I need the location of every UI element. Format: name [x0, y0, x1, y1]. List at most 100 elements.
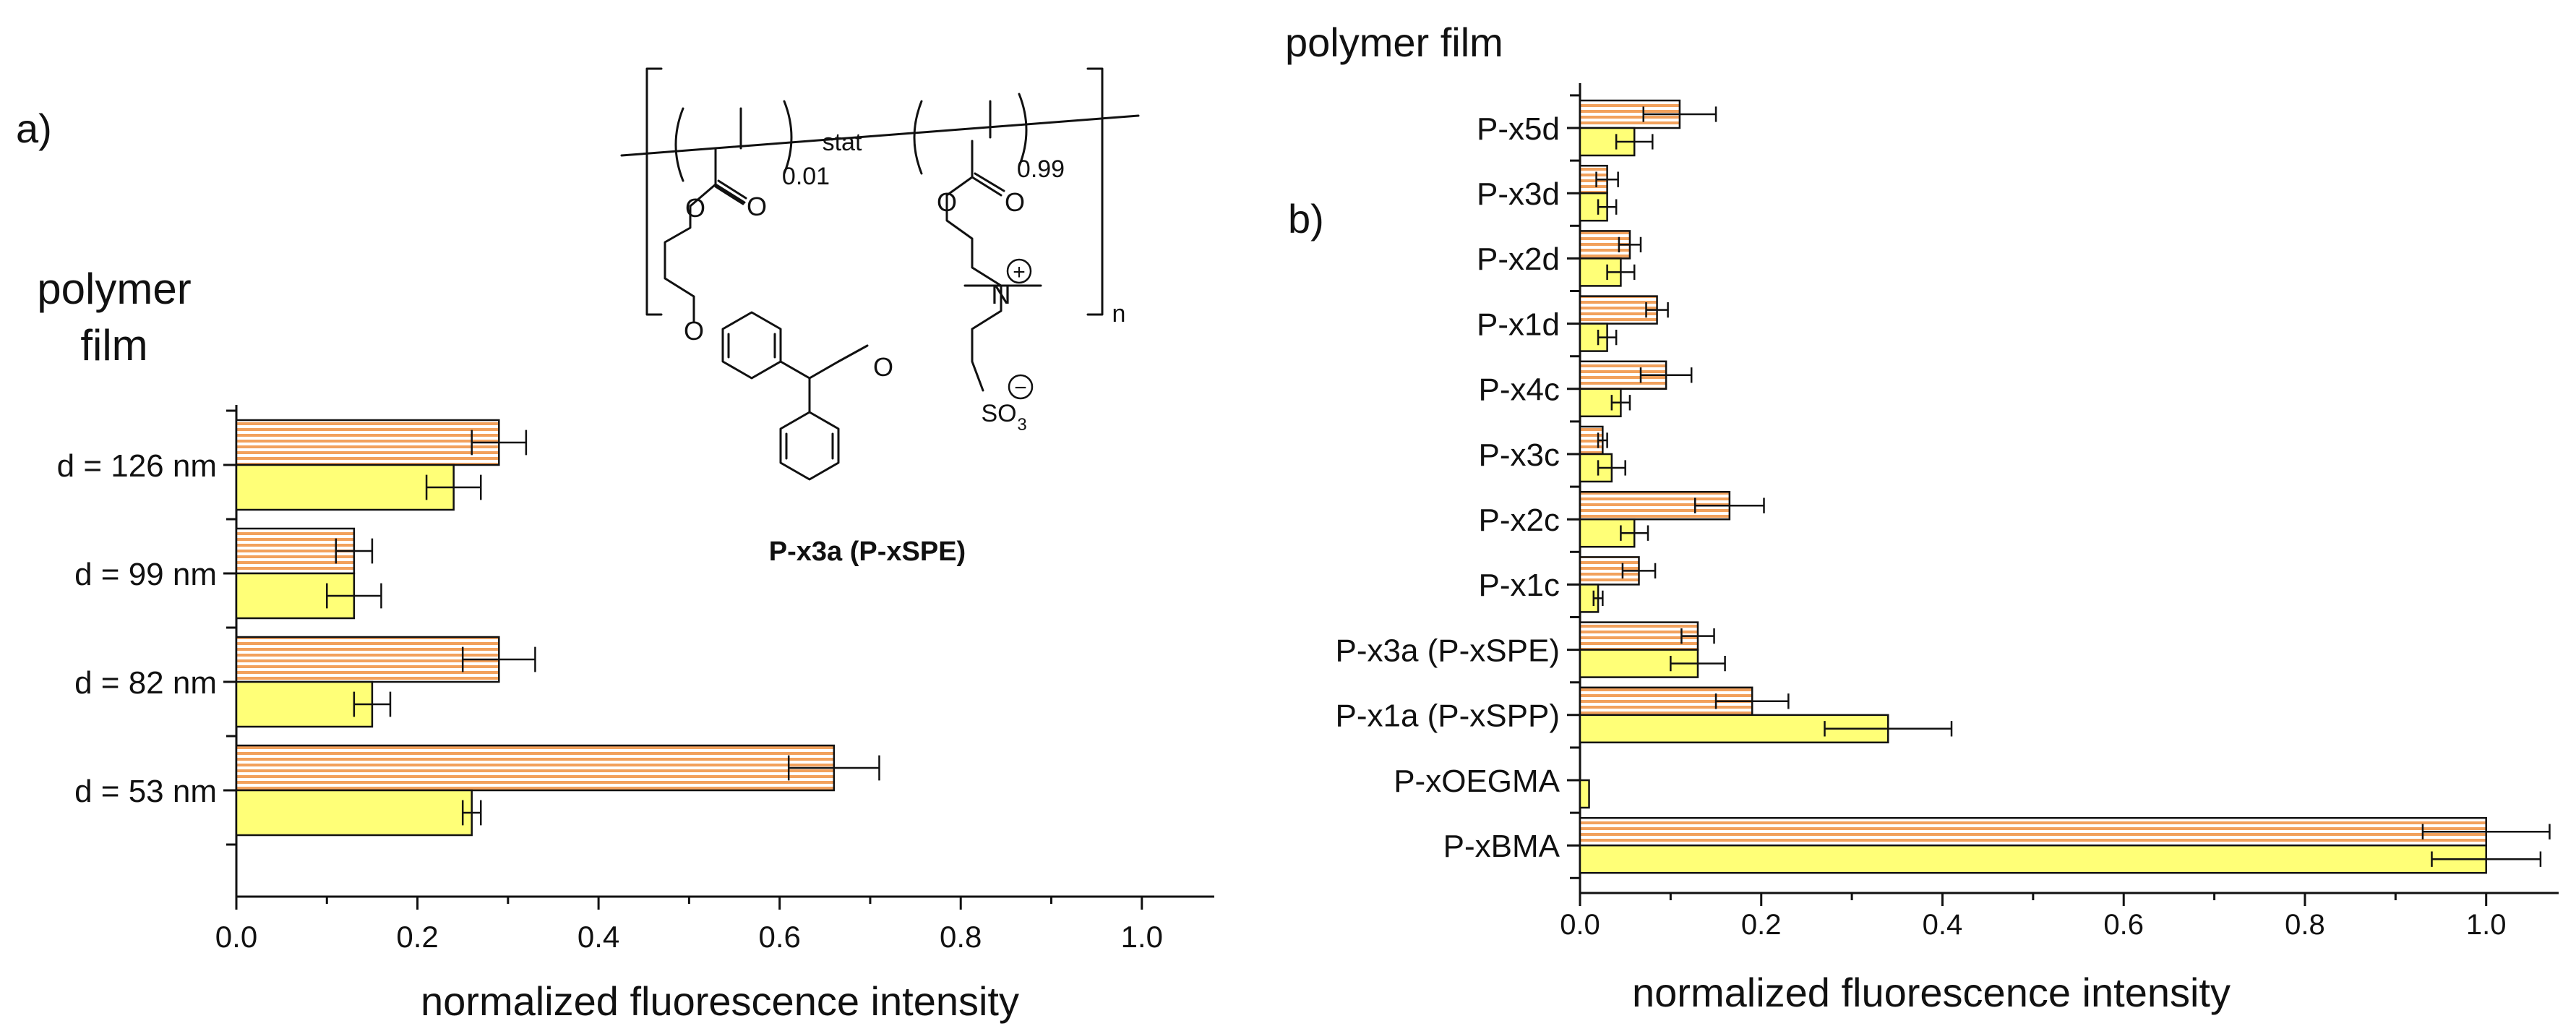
error-bar [1693, 497, 1765, 513]
right-square-bracket [1086, 67, 1104, 316]
category-label: P-x4c [1479, 372, 1560, 408]
error-bar [2431, 851, 2542, 867]
bar-yellow [235, 789, 473, 837]
x-tick-label: 0.0 [215, 920, 257, 954]
panel-b: b) polymer film 0.0 0.2 0.4 0.6 0.8 1.0 P-x5d P… [1285, 20, 2559, 1015]
error-bar [1606, 264, 1636, 281]
category-label: d = 99 nm [74, 557, 217, 592]
text-x1: 0.01 [782, 163, 830, 190]
text-o-left-carbonyl: O [747, 192, 767, 221]
x-tick-label: 0.6 [2103, 909, 2144, 941]
text-o-ketone: O [873, 352, 893, 382]
panel-b-label: b) [1288, 196, 1324, 242]
paren-2-close [1018, 93, 1028, 168]
category-label: P-xOEGMA [1394, 764, 1560, 799]
error-bar [1680, 628, 1715, 644]
backbone [620, 114, 1140, 157]
text-o-right-carbonyl: O [1005, 187, 1025, 217]
x-tick-label: 0.0 [1560, 909, 1600, 941]
text-so3-sub: 3 [1017, 415, 1026, 435]
panel-a-x-axis-title: normalized fluorescence intensity [421, 978, 1019, 1024]
error-bar [1621, 563, 1657, 579]
phenyl-ring-2 [779, 411, 840, 481]
category-label: P-x1d [1477, 307, 1560, 342]
error-bar [787, 755, 880, 781]
error-bar [1618, 236, 1642, 253]
panel-a-axis-title-line1: polymer [37, 265, 191, 313]
text-o-right-ester: O [937, 187, 957, 217]
left-carbonyl [714, 179, 747, 205]
text-minus: − [1014, 376, 1027, 400]
bar-yellow [1579, 779, 1590, 809]
error-bar [335, 538, 374, 564]
error-bar [1597, 432, 1608, 448]
error-bar [1645, 302, 1669, 318]
right-side-chain [945, 140, 1003, 392]
error-bar [1824, 721, 1953, 737]
x-tick-label: 0.8 [2285, 909, 2325, 941]
paren-1-open [674, 107, 684, 182]
category-label: P-x5d [1477, 111, 1560, 147]
bar-striped [1579, 295, 1658, 325]
panel-a: a) polymer film 0.0 0.2 0.4 0.6 0.8 1.0 d = 12… [16, 106, 1214, 1024]
x-tick-label: 0.8 [940, 920, 982, 954]
bar-yellow [1579, 844, 2487, 874]
error-bar [461, 646, 536, 672]
category-label: P-x3d [1477, 176, 1560, 212]
error-bar [1615, 134, 1654, 150]
bar-striped [235, 636, 500, 683]
bar-striped [235, 744, 836, 792]
error-bar [1670, 655, 1726, 672]
error-bar [326, 583, 382, 609]
text-plus: + [1013, 260, 1026, 284]
right-carbonyl [974, 172, 1005, 192]
error-bar [1597, 329, 1618, 346]
panel-b-axis-title: polymer film [1285, 20, 1503, 65]
paren-2-open [913, 100, 923, 175]
bar-yellow [235, 680, 374, 728]
bar-striped [235, 419, 500, 466]
x-tick-label: 0.4 [578, 920, 619, 954]
error-bar [1714, 693, 1790, 709]
left-square-bracket [645, 67, 663, 316]
category-label: P-x3a (P-xSPE) [1335, 633, 1560, 668]
text-x2: 0.99 [1017, 155, 1065, 183]
bar-yellow [235, 463, 455, 511]
bar-striped [1579, 816, 2487, 847]
text-n: n [1112, 300, 1126, 328]
error-bar [461, 800, 482, 826]
paren-1-close [783, 100, 793, 175]
category-label: P-x1c [1479, 568, 1560, 603]
text-nitrogen: N [991, 280, 1010, 310]
ketone-link [779, 360, 840, 414]
error-bar [2421, 824, 2551, 839]
panel-b-x-axis-title: normalized fluorescence intensity [1632, 970, 2231, 1015]
x-tick-label: 0.2 [396, 920, 438, 954]
cation-charge-circle [1006, 258, 1032, 284]
text-so3: SO [981, 400, 1016, 427]
bar-striped [1579, 621, 1699, 651]
plot-b: 0.0 0.2 0.4 0.6 0.8 1.0 P-x5d P-x3d P-x2d P-x1d P-… [1335, 83, 2559, 941]
anion-charge-circle [1008, 374, 1034, 400]
error-bar [1595, 171, 1619, 187]
text-o-ether: O [684, 316, 704, 346]
error-bar [425, 474, 482, 500]
x-tick-label: 0.2 [1741, 909, 1782, 941]
x-tick-label: 1.0 [1121, 920, 1163, 954]
error-bar [471, 430, 528, 456]
molecule-name: P-x3a (P-xSPE) [769, 537, 966, 567]
plot-a: 0.0 0.2 0.4 0.6 0.8 1.0 d = 126 nm d = 99 nm d =… [57, 405, 1214, 954]
error-bar [1639, 367, 1693, 383]
error-bar [353, 691, 392, 717]
error-bar [1592, 590, 1604, 607]
x-tick-label: 0.4 [1923, 909, 1963, 941]
x-tick-label: 0.6 [758, 920, 800, 954]
category-label: d = 126 nm [57, 448, 217, 484]
text-o-left-ester: O [685, 193, 705, 223]
category-label: d = 53 nm [74, 774, 217, 809]
category-label: P-x1a (P-xSPP) [1335, 698, 1560, 734]
category-label: P-x2d [1477, 242, 1560, 277]
category-label: P-x3c [1479, 437, 1560, 473]
error-bar [1597, 460, 1626, 476]
